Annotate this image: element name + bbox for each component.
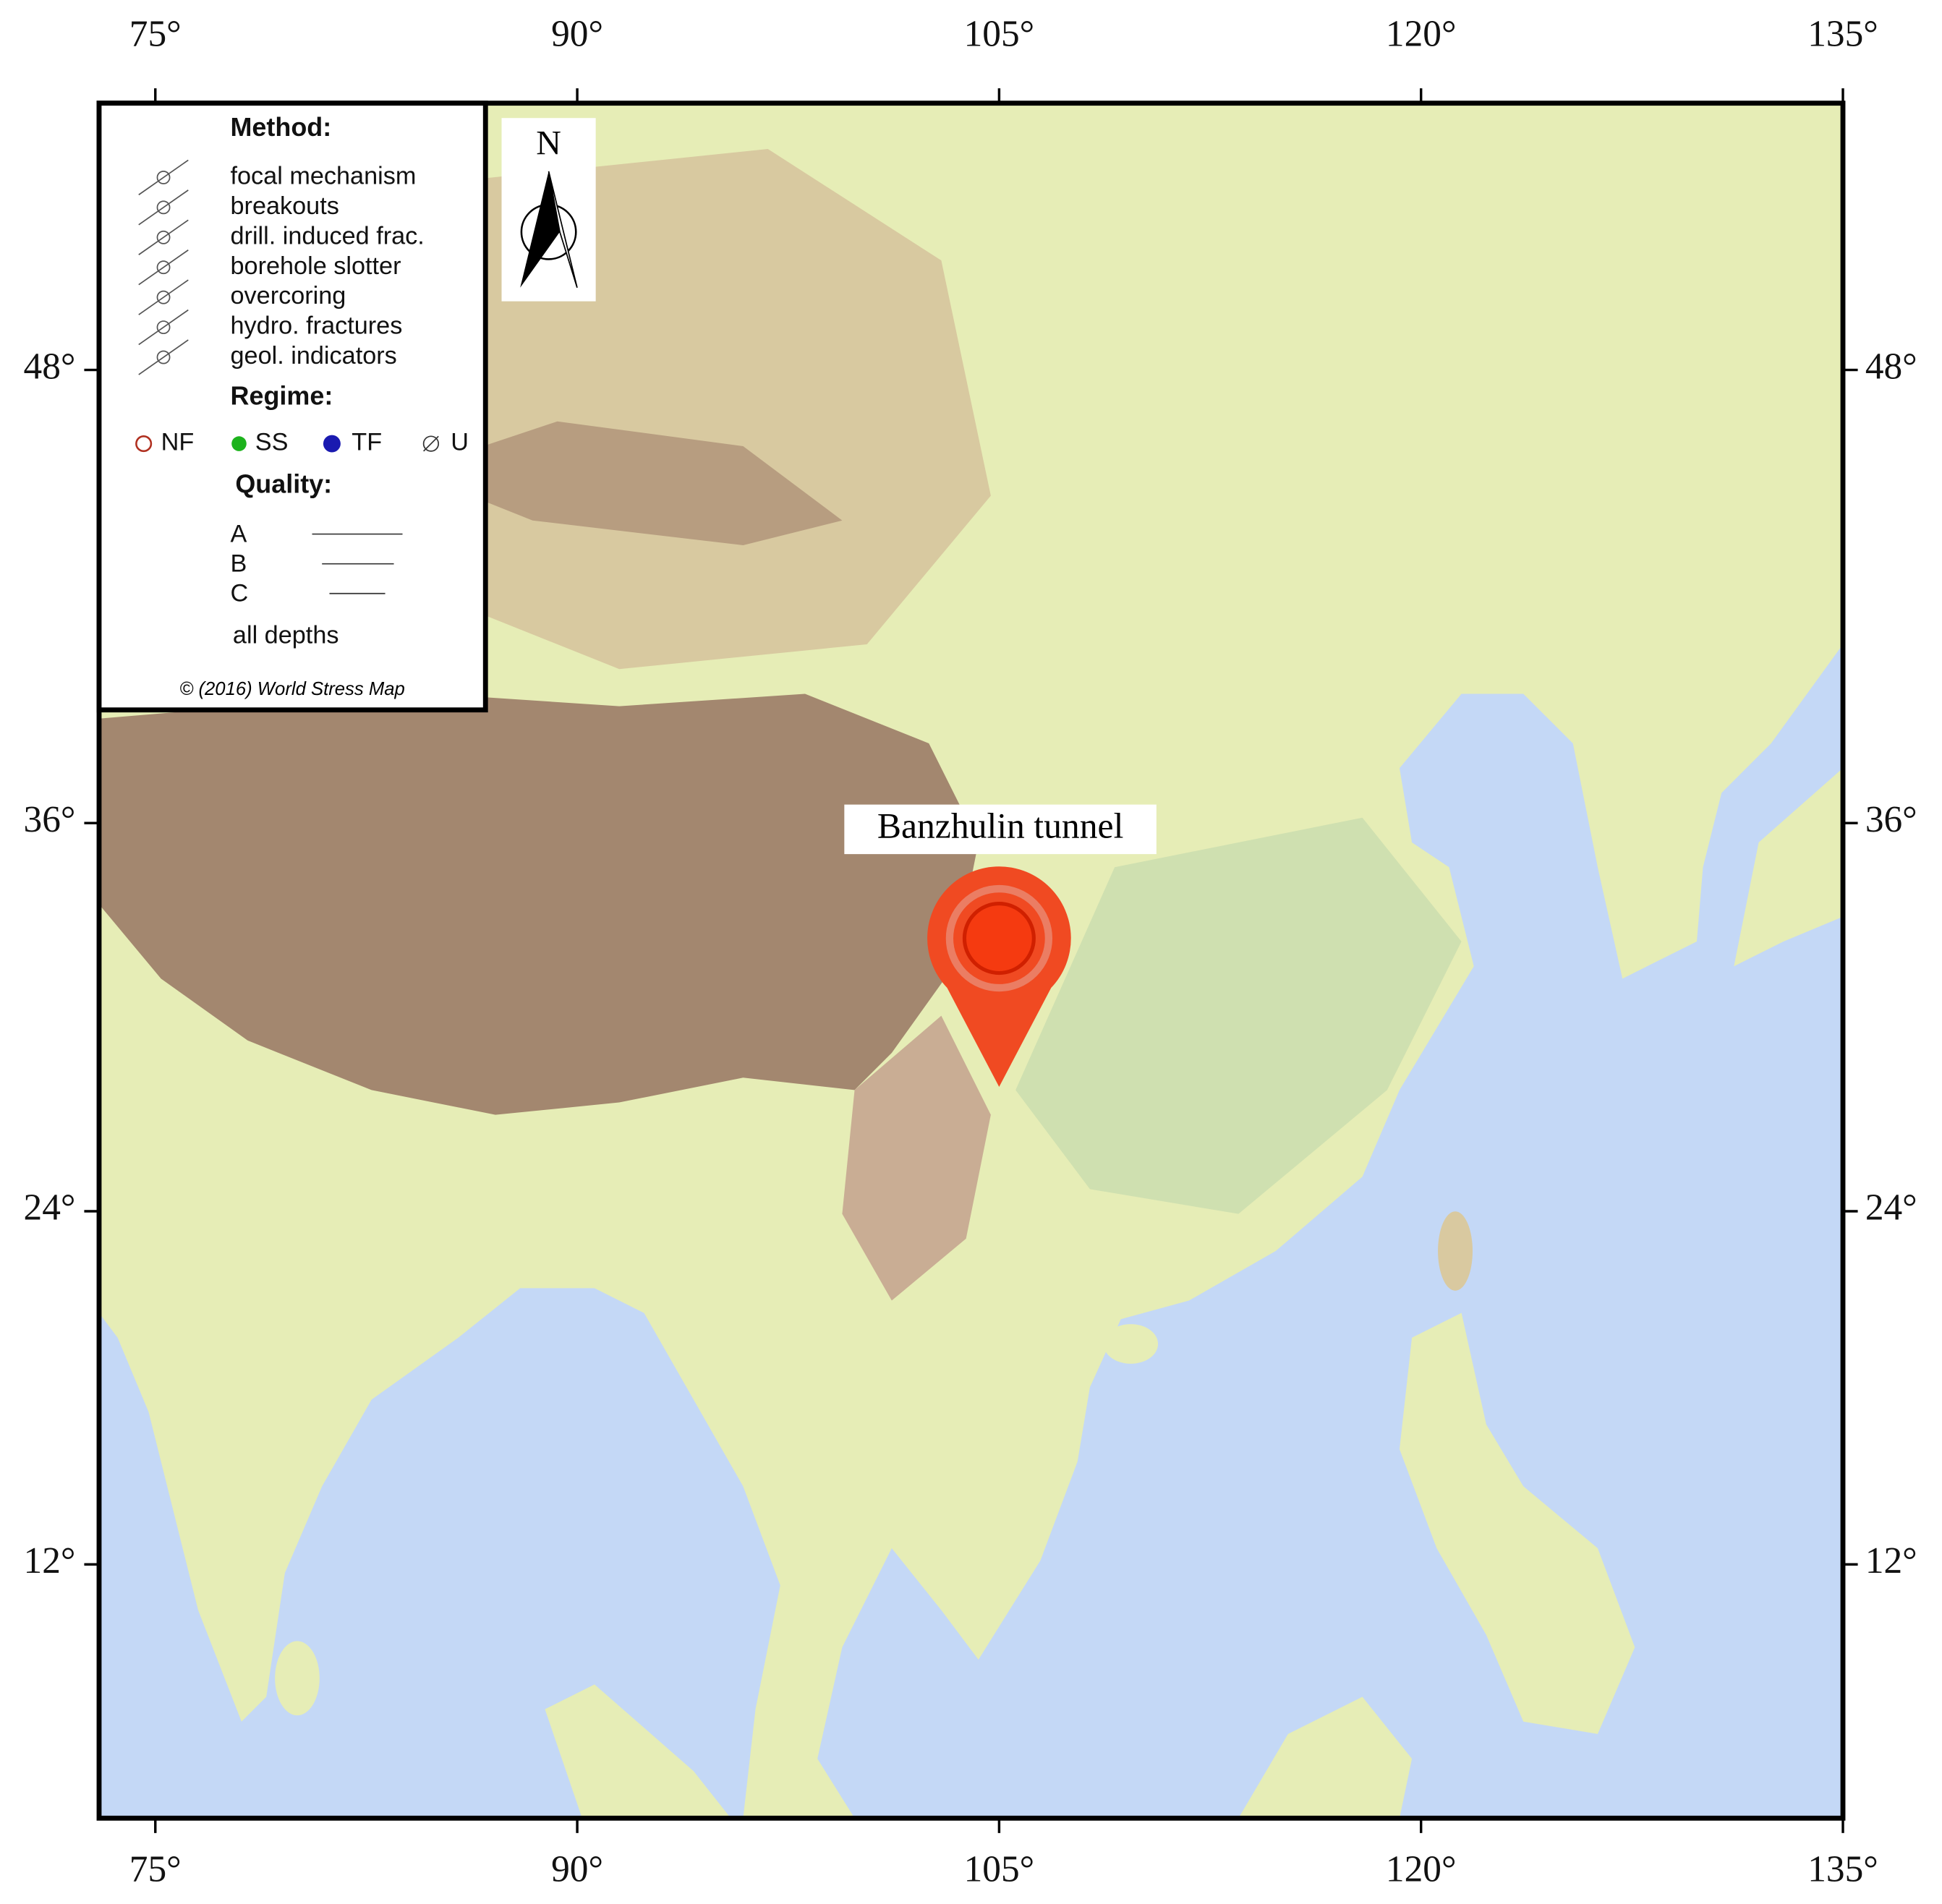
compass-needle	[548, 171, 578, 289]
hainan	[1103, 1324, 1159, 1364]
y-tick-label: 24°	[24, 1187, 76, 1229]
x-tick-label: 135°	[1807, 1848, 1878, 1890]
legend-item: B	[231, 550, 247, 577]
borneo	[1238, 1696, 1413, 1819]
method-symbol	[138, 189, 189, 226]
x-tick-label: 105°	[964, 14, 1035, 55]
site-pin	[927, 866, 1071, 1088]
y-tick-label: 36°	[1865, 799, 1917, 840]
y-tick-label: 48°	[1865, 346, 1917, 387]
x-tick-label: 120°	[1386, 14, 1457, 55]
site-pin-ring-gap	[945, 884, 1053, 992]
method-symbol	[156, 350, 171, 364]
legend-item: breakouts	[231, 192, 339, 220]
legend-box	[96, 101, 488, 713]
method-symbol	[156, 290, 171, 304]
north-arrow: N	[501, 118, 596, 302]
site-label: Banzhulin tunnel	[877, 806, 1124, 845]
x-tick-label: 75°	[129, 14, 182, 55]
y-tick-label: 48°	[24, 346, 76, 387]
method-symbol	[138, 219, 189, 255]
map-frame	[96, 101, 1846, 1821]
taiwan	[1438, 1211, 1473, 1291]
site-label-box	[844, 804, 1157, 855]
north-label: N	[536, 124, 561, 163]
legend-item: SS	[255, 429, 289, 456]
legend-depth: all depths	[233, 622, 339, 649]
tf-symbol	[323, 435, 341, 453]
method-symbol	[156, 230, 171, 244]
y-tick-label: 12°	[24, 1540, 76, 1581]
sumatra	[545, 1684, 731, 1819]
method-symbol	[156, 260, 171, 275]
x-tick-label: 120°	[1386, 1848, 1457, 1890]
sri-lanka	[275, 1641, 320, 1716]
method-symbol	[156, 320, 171, 335]
tianshan	[409, 421, 843, 545]
method-symbol	[156, 170, 171, 184]
method-symbol	[138, 339, 189, 375]
y-tick-label: 12°	[1865, 1540, 1917, 1581]
land-lowland	[1015, 817, 1462, 1214]
nf-symbol	[135, 435, 153, 453]
x-tick-label: 90°	[551, 1848, 603, 1890]
philippines	[1399, 1312, 1635, 1734]
legend-item: hydro. fractures	[231, 312, 403, 340]
legend-item: NF	[161, 429, 195, 456]
ss-symbol	[231, 436, 247, 451]
hengduan	[842, 1015, 991, 1301]
site-dot	[962, 902, 1036, 976]
legend-item: focal mechanism	[231, 162, 417, 189]
legend-item: U	[451, 429, 469, 456]
u-symbol	[423, 435, 439, 452]
credit: © (2016) World Stress Map	[179, 679, 404, 699]
u-symbol	[422, 435, 440, 452]
legend-item: borehole slotter	[231, 252, 401, 280]
legend-title: Method:	[231, 112, 332, 142]
y-tick-label: 24°	[1865, 1187, 1917, 1229]
method-symbol	[138, 279, 189, 315]
plateau	[98, 693, 979, 1115]
y-tick-label: 36°	[24, 799, 76, 840]
legend-item: C	[231, 580, 249, 607]
legend-item: overcoring	[231, 282, 346, 309]
compass-needle	[520, 171, 560, 288]
method-symbol	[138, 309, 189, 346]
legend-item: geol. indicators	[231, 342, 397, 370]
method-symbol	[156, 200, 171, 215]
x-tick-label: 75°	[129, 1848, 182, 1890]
legend-item: drill. induced frac.	[231, 222, 425, 249]
method-symbol	[138, 249, 189, 286]
method-symbol	[138, 159, 189, 196]
x-tick-label: 135°	[1807, 14, 1878, 55]
legend-title: Quality:	[235, 469, 332, 498]
japan	[1734, 768, 1844, 967]
legend-title: Regime:	[231, 381, 333, 411]
legend-item: A	[231, 520, 247, 547]
legend-item: TF	[352, 429, 382, 456]
x-tick-label: 105°	[964, 1848, 1035, 1890]
x-tick-label: 90°	[551, 14, 603, 55]
